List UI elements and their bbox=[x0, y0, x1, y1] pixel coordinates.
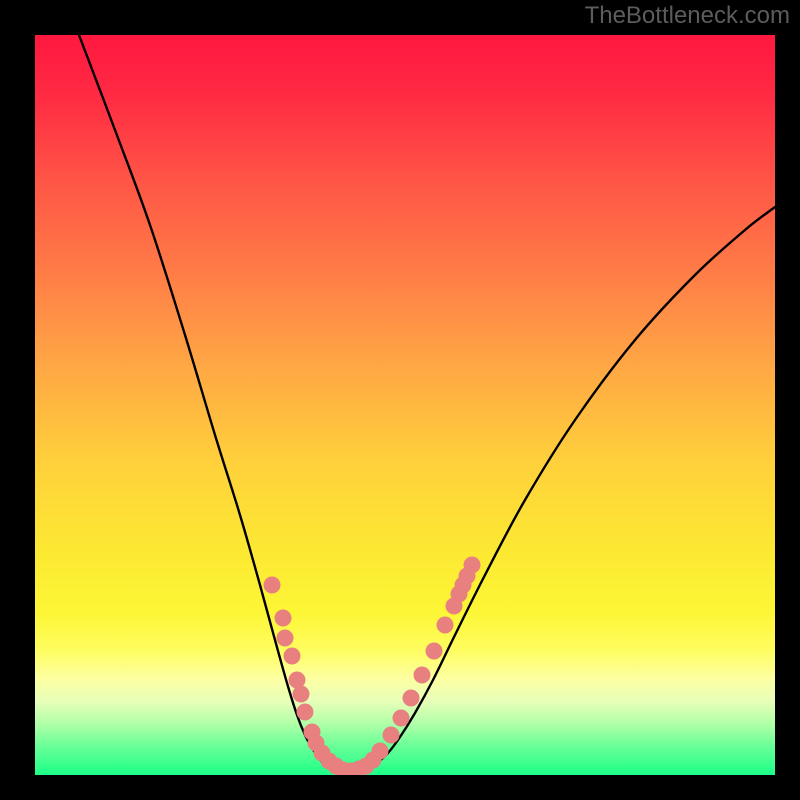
curve-data-point bbox=[403, 690, 420, 707]
bottleneck-curve-layer bbox=[35, 35, 775, 775]
curve-data-point bbox=[264, 577, 281, 594]
curve-left-branch bbox=[79, 35, 349, 775]
curve-data-point bbox=[284, 648, 301, 665]
curve-data-point bbox=[437, 617, 454, 634]
curve-data-point bbox=[414, 667, 431, 684]
curve-data-point bbox=[464, 557, 481, 574]
curve-data-point bbox=[293, 686, 310, 703]
curve-right-branch bbox=[349, 207, 775, 775]
curve-data-point bbox=[277, 630, 294, 647]
curve-data-point bbox=[372, 743, 389, 760]
watermark-text: TheBottleneck.com bbox=[585, 2, 790, 30]
curve-data-points bbox=[264, 557, 481, 776]
curve-data-point bbox=[383, 727, 400, 744]
curve-data-point bbox=[393, 710, 410, 727]
curve-data-point bbox=[297, 704, 314, 721]
plot-area bbox=[35, 35, 775, 775]
curve-data-point bbox=[426, 643, 443, 660]
curve-data-point bbox=[275, 610, 292, 627]
